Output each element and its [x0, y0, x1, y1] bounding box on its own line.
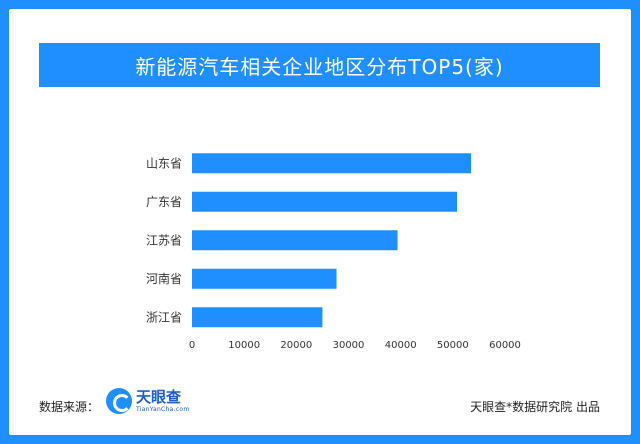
x-tick-label-3: 30000 [333, 340, 365, 351]
bar-1 [192, 191, 458, 212]
x-tick-label-4: 40000 [385, 340, 417, 351]
bar-3 [192, 268, 337, 289]
bar-2 [192, 230, 398, 251]
x-tick-label-2: 20000 [280, 340, 312, 351]
tianyancha-logo: 天眼查 TianYanCha.com [106, 388, 190, 414]
tianyancha-logo-icon [106, 388, 132, 414]
logo-name: 天眼查 [136, 387, 182, 406]
x-tick-label-1: 10000 [228, 340, 260, 351]
chart-title: 新能源汽车相关企业地区分布TOP5(家) [39, 43, 600, 87]
logo-domain: TianYanCha.com [136, 405, 190, 413]
bar-4 [192, 307, 323, 328]
chart-title-text: 新能源汽车相关企业地区分布TOP5(家) [135, 54, 504, 79]
category-label-3: 河南省 [146, 271, 182, 286]
credit-text: 天眼查*数据研究院 出品 [470, 400, 600, 414]
source-label: 数据来源： [39, 400, 100, 414]
x-tick-label-5: 50000 [437, 340, 469, 351]
category-label-0: 山东省 [146, 156, 182, 170]
category-label-1: 广东省 [146, 195, 182, 209]
bar-0 [192, 153, 472, 174]
x-tick-label-6: 60000 [489, 340, 521, 351]
category-label-2: 江苏省 [146, 233, 182, 247]
category-label-4: 浙江省 [146, 310, 182, 324]
x-tick-label-0: 0 [189, 340, 195, 351]
